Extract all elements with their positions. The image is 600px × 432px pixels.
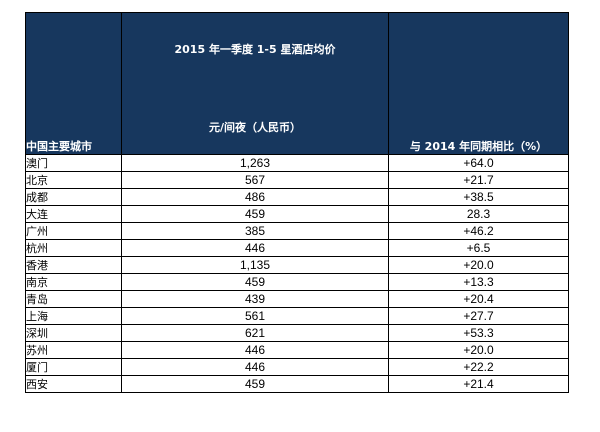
change-header-label: 与 2014 年同期相比（%） — [409, 140, 548, 153]
city-cell: 西安 — [25, 375, 122, 393]
city-cell: 苏州 — [25, 341, 122, 359]
change-cell: +64.0 — [388, 154, 569, 172]
price-cell: 621 — [121, 324, 389, 342]
table-body: 澳门 1,263 +64.0 北京 567 +21.7 成都 486 +38.5 大连 459 28.… — [25, 154, 569, 393]
table-row: 南京 459 +13.3 — [25, 273, 569, 291]
city-cell: 南京 — [25, 273, 122, 291]
price-cell: 446 — [121, 358, 389, 376]
price-cell: 439 — [121, 290, 389, 308]
change-cell: +20.4 — [388, 290, 569, 308]
table-row: 青岛 439 +20.4 — [25, 290, 569, 308]
price-unit-label: 元/间夜（人民币） — [208, 121, 302, 134]
table-row: 北京 567 +21.7 — [25, 171, 569, 189]
change-cell: +46.2 — [388, 222, 569, 240]
city-cell: 香港 — [25, 256, 122, 274]
city-header-label: 中国主要城市 — [26, 140, 92, 153]
table-row: 杭州 446 +6.5 — [25, 239, 569, 257]
price-column-header: 2015 年一季度 1-5 星酒店均价 元/间夜（人民币） — [121, 12, 389, 155]
change-cell: +27.7 — [388, 307, 569, 325]
price-cell: 446 — [121, 341, 389, 359]
change-cell: +13.3 — [388, 273, 569, 291]
city-cell: 澳门 — [25, 154, 122, 172]
price-cell: 385 — [121, 222, 389, 240]
price-cell: 459 — [121, 375, 389, 393]
city-cell: 上海 — [25, 307, 122, 325]
table-row: 香港 1,135 +20.0 — [25, 256, 569, 274]
price-cell: 446 — [121, 239, 389, 257]
table-row: 上海 561 +27.7 — [25, 307, 569, 325]
table-header: 中国主要城市 2015 年一季度 1-5 星酒店均价 元/间夜（人民币） 与 2… — [25, 12, 569, 155]
city-cell: 厦门 — [25, 358, 122, 376]
table-title: 2015 年一季度 1-5 星酒店均价 — [174, 43, 336, 56]
city-cell: 广州 — [25, 222, 122, 240]
table-row: 成都 486 +38.5 — [25, 188, 569, 206]
table-row: 广州 385 +46.2 — [25, 222, 569, 240]
city-cell: 北京 — [25, 171, 122, 189]
city-cell: 大连 — [25, 205, 122, 223]
hotel-price-table: 中国主要城市 2015 年一季度 1-5 星酒店均价 元/间夜（人民币） 与 2… — [25, 12, 569, 393]
change-cell: +20.0 — [388, 341, 569, 359]
change-cell: 28.3 — [388, 205, 569, 223]
city-cell: 深圳 — [25, 324, 122, 342]
change-cell: +22.2 — [388, 358, 569, 376]
table-row: 大连 459 28.3 — [25, 205, 569, 223]
hotel-price-table-container: 中国主要城市 2015 年一季度 1-5 星酒店均价 元/间夜（人民币） 与 2… — [25, 12, 569, 393]
price-cell: 561 — [121, 307, 389, 325]
price-cell: 1,263 — [121, 154, 389, 172]
price-cell: 567 — [121, 171, 389, 189]
table-row: 西安 459 +21.4 — [25, 375, 569, 393]
table-row: 澳门 1,263 +64.0 — [25, 154, 569, 172]
table-row: 深圳 621 +53.3 — [25, 324, 569, 342]
city-column-header: 中国主要城市 — [25, 12, 122, 155]
table-row: 苏州 446 +20.0 — [25, 341, 569, 359]
change-cell: +53.3 — [388, 324, 569, 342]
change-column-header: 与 2014 年同期相比（%） — [388, 12, 569, 155]
price-cell: 486 — [121, 188, 389, 206]
change-cell: +6.5 — [388, 239, 569, 257]
city-cell: 成都 — [25, 188, 122, 206]
city-cell: 青岛 — [25, 290, 122, 308]
price-cell: 459 — [121, 205, 389, 223]
change-cell: +38.5 — [388, 188, 569, 206]
price-cell: 459 — [121, 273, 389, 291]
price-cell: 1,135 — [121, 256, 389, 274]
city-cell: 杭州 — [25, 239, 122, 257]
table-row: 厦门 446 +22.2 — [25, 358, 569, 376]
change-cell: +21.4 — [388, 375, 569, 393]
change-cell: +21.7 — [388, 171, 569, 189]
change-cell: +20.0 — [388, 256, 569, 274]
